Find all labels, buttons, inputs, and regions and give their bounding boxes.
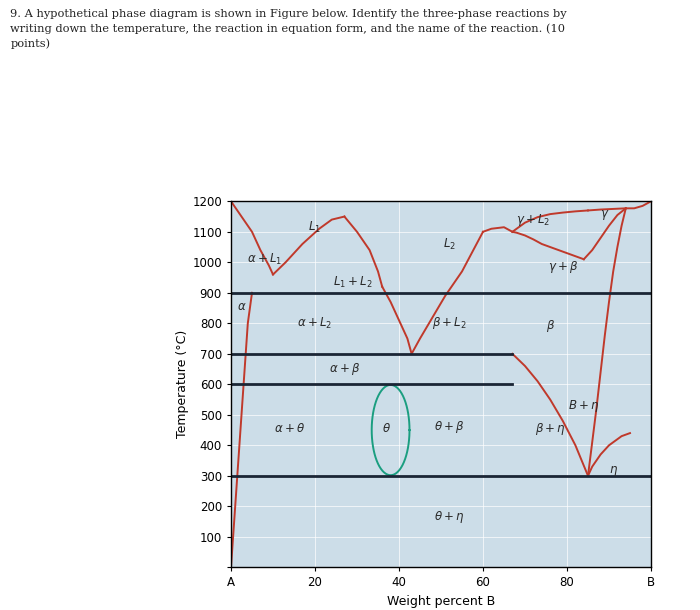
- Text: $\alpha$: $\alpha$: [237, 300, 246, 313]
- Text: $\gamma$: $\gamma$: [600, 208, 610, 222]
- Text: $L_1$: $L_1$: [309, 220, 321, 235]
- Text: $L_1 + L_2$: $L_1 + L_2$: [333, 274, 372, 290]
- Text: $\beta$: $\beta$: [545, 318, 555, 334]
- Text: $\beta + L_2$: $\beta + L_2$: [432, 315, 467, 331]
- Text: $\alpha + L_2$: $\alpha + L_2$: [298, 316, 332, 331]
- Text: $\gamma + L_2$: $\gamma + L_2$: [516, 212, 551, 228]
- Text: $\theta$: $\theta$: [382, 422, 391, 435]
- Text: $\gamma + \beta$: $\gamma + \beta$: [547, 259, 578, 275]
- Text: $\alpha + \theta$: $\alpha + \theta$: [274, 422, 305, 435]
- Text: $\eta$: $\eta$: [609, 464, 617, 478]
- Text: $\theta + \eta$: $\theta + \eta$: [434, 509, 465, 525]
- Text: $\theta + \beta$: $\theta + \beta$: [434, 419, 465, 435]
- Text: $\beta + \eta$: $\beta + \eta$: [535, 420, 566, 437]
- X-axis label: Weight percent B: Weight percent B: [387, 595, 495, 608]
- Text: $B+\eta$: $B+\eta$: [568, 398, 600, 414]
- Text: $\alpha + L_1$: $\alpha + L_1$: [247, 252, 282, 267]
- Y-axis label: Temperature (°C): Temperature (°C): [176, 330, 190, 439]
- Text: $L_2$: $L_2$: [443, 237, 456, 251]
- Text: $\alpha + \beta$: $\alpha + \beta$: [329, 361, 360, 377]
- Text: 9. A hypothetical phase diagram is shown in Figure below. Identify the three-pha: 9. A hypothetical phase diagram is shown…: [10, 9, 567, 49]
